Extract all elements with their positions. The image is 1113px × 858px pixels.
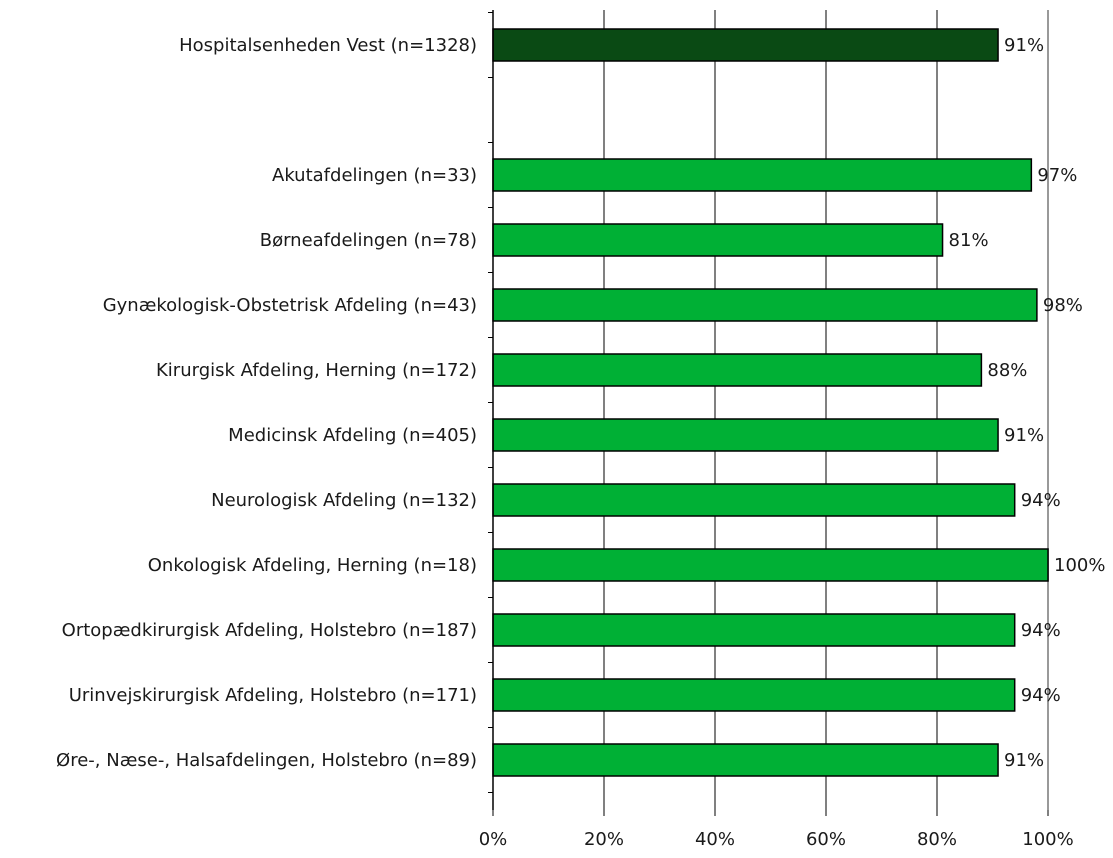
category-label: Børneafdelingen (n=78) <box>260 230 477 251</box>
value-label: 94% <box>1021 620 1061 641</box>
category-label: Urinvejskirurgisk Afdeling, Holstebro (n… <box>69 685 477 706</box>
axes <box>488 10 1049 816</box>
x-tick-label: 20% <box>584 829 624 850</box>
value-label: 91% <box>1004 35 1044 56</box>
grid <box>603 10 1049 810</box>
department-bar <box>492 158 1033 192</box>
x-tick-label: 80% <box>917 829 957 850</box>
value-label: 91% <box>1004 750 1044 771</box>
department-bar <box>492 548 1049 582</box>
category-label: Øre-, Næse-, Halsafdelingen, Holstebro (… <box>56 750 477 771</box>
category-label: Hospitalsenheden Vest (n=1328) <box>179 35 477 56</box>
total-bar <box>492 28 999 62</box>
category-label: Ortopædkirurgisk Afdeling, Holstebro (n=… <box>62 620 477 641</box>
department-bar <box>492 353 983 387</box>
department-bar <box>492 418 999 452</box>
value-label: 91% <box>1004 425 1044 446</box>
department-bar <box>492 678 1016 712</box>
department-bar <box>492 288 1038 322</box>
value-label: 100% <box>1054 555 1105 576</box>
value-label: 81% <box>949 230 989 251</box>
category-label: Gynækologisk-Obstetrisk Afdeling (n=43) <box>103 295 477 316</box>
x-tick-labels: 0% 20% 40% 60% 80% 100% <box>479 829 1074 850</box>
x-tick-label: 0% <box>479 829 508 850</box>
category-label: Kirurgisk Afdeling, Herning (n=172) <box>156 360 477 381</box>
department-bar <box>492 613 1016 647</box>
x-tick-label: 60% <box>806 829 846 850</box>
value-label: 88% <box>987 360 1027 381</box>
value-label: 97% <box>1037 165 1077 186</box>
category-label: Onkologisk Afdeling, Herning (n=18) <box>148 555 477 576</box>
category-label: Medicinsk Afdeling (n=405) <box>228 425 477 446</box>
category-label: Akutafdelingen (n=33) <box>272 165 477 186</box>
x-tick-label: 100% <box>1022 829 1073 850</box>
department-bar <box>492 483 1016 517</box>
value-label: 98% <box>1043 295 1083 316</box>
value-labels: 91% 97% 81% 98% 88% 91% 94% 100% 94% 94% 91% <box>949 35 1106 771</box>
value-label: 94% <box>1021 490 1061 511</box>
x-tick-label: 40% <box>695 829 735 850</box>
department-bar <box>492 223 944 257</box>
bars <box>492 28 1049 777</box>
category-labels: Hospitalsenheden Vest (n=1328) Akutafdeli… <box>56 35 477 771</box>
value-label: 94% <box>1021 685 1061 706</box>
category-label: Neurologisk Afdeling (n=132) <box>211 490 477 511</box>
department-bar <box>492 743 999 777</box>
